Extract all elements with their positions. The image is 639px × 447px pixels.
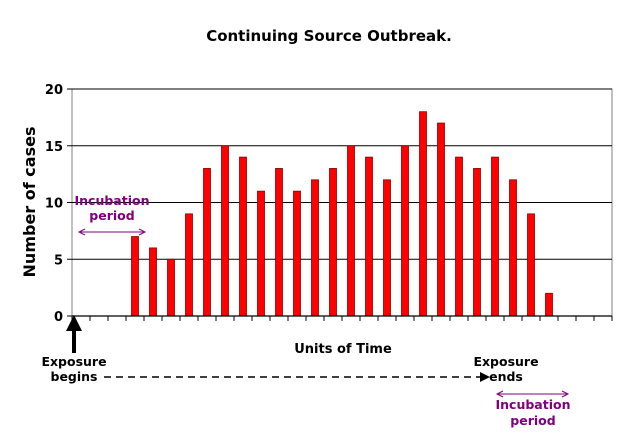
bar-23 — [473, 168, 481, 317]
exposure-begins-arrow — [66, 315, 82, 353]
bar-26 — [527, 213, 535, 317]
bar-18 — [383, 179, 391, 317]
bar-12 — [275, 168, 283, 317]
bar-19 — [401, 145, 409, 317]
incubation-period-left-arrow — [77, 228, 147, 236]
bar-7 — [185, 213, 193, 317]
bar-20 — [419, 111, 427, 317]
exposure-ends-line2: ends — [489, 369, 523, 384]
bar-8 — [203, 168, 211, 317]
bar-25 — [509, 179, 517, 317]
bar-10 — [239, 156, 247, 317]
y-tick-label: 10 — [45, 197, 63, 212]
y-tick-label: 15 — [45, 140, 63, 155]
gridlines — [72, 88, 612, 260]
exposure-begins-line1: Exposure — [41, 354, 106, 369]
exposure-ends-line1: Exposure — [473, 354, 538, 369]
bar-21 — [437, 122, 445, 317]
x-axis-ticks — [71, 315, 613, 321]
y-axis-ticks: 0 5 10 15 20 — [45, 83, 72, 325]
bar-14 — [311, 179, 319, 317]
exposure-duration-arrow — [104, 372, 490, 382]
bar-22 — [455, 156, 463, 317]
x-axis-label: Units of Time — [294, 342, 392, 357]
incubation-period-left-line2: period — [89, 208, 134, 223]
bar-5 — [149, 247, 157, 317]
bar-24 — [491, 156, 499, 317]
y-tick-label: 20 — [45, 83, 63, 98]
bar-4 — [131, 236, 139, 317]
bar-27 — [545, 292, 553, 317]
bar-9 — [221, 145, 229, 317]
incubation-period-left-line1: Incubation — [75, 193, 150, 208]
incubation-period-right-line2: period — [510, 413, 555, 428]
bar-11 — [257, 190, 265, 317]
exposure-begins-line2: begins — [51, 369, 98, 384]
bar-13 — [293, 190, 301, 317]
y-axis-label: Number of cases — [20, 127, 39, 278]
bar-17 — [365, 156, 373, 317]
incubation-period-right-arrow — [495, 390, 570, 398]
bar-series — [131, 111, 553, 317]
bar-6 — [167, 258, 175, 317]
y-tick-label: 5 — [54, 253, 63, 268]
y-tick-label: 0 — [54, 310, 63, 325]
bar-16 — [347, 145, 355, 317]
incubation-period-right-line1: Incubation — [496, 397, 571, 412]
bar-15 — [329, 168, 337, 317]
chart-title: Continuing Source Outbreak. — [206, 27, 452, 45]
